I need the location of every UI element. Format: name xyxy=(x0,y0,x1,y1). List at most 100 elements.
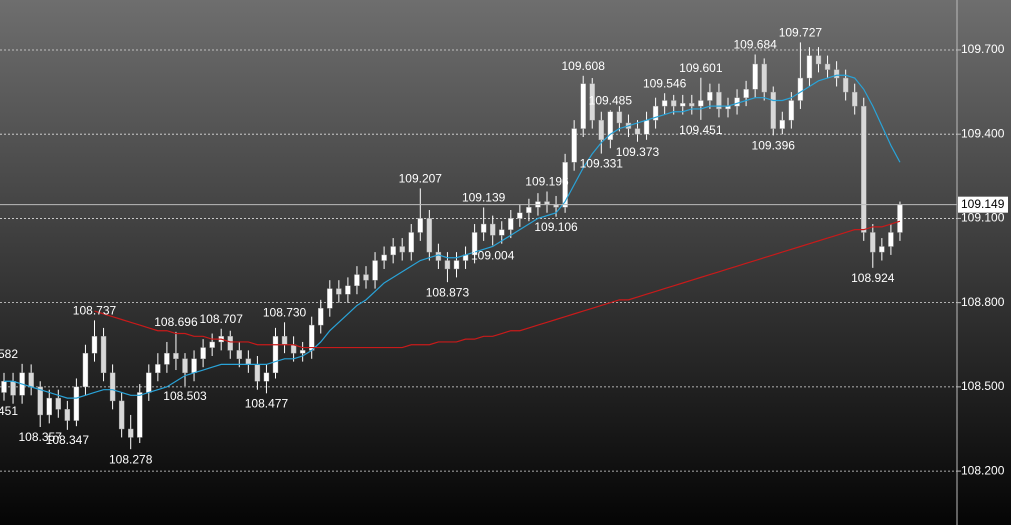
candle-body xyxy=(634,128,641,135)
candle-body xyxy=(245,358,252,365)
candle-body xyxy=(888,232,894,247)
candle-body xyxy=(661,100,668,107)
candle-body xyxy=(281,336,288,345)
candle-body xyxy=(155,364,161,374)
candle-body xyxy=(707,91,713,101)
current-price-box xyxy=(958,196,1008,213)
candle-body xyxy=(137,392,143,438)
extreme-label: 109.004 xyxy=(471,249,515,263)
current-price-label: 109.149 xyxy=(961,197,1005,211)
candle-body xyxy=(209,341,215,348)
candle-body xyxy=(164,352,170,365)
candle-body xyxy=(200,347,206,359)
candle-body xyxy=(499,229,505,236)
candle-body xyxy=(309,324,315,351)
candle-body xyxy=(526,206,532,214)
candle-body xyxy=(1,381,7,393)
candle-body xyxy=(46,397,52,416)
extreme-label: 108.582 xyxy=(0,347,18,361)
candle-body xyxy=(643,119,650,135)
extreme-label: 109.331 xyxy=(580,157,624,171)
y-tick-label: 108.800 xyxy=(961,295,1005,309)
extreme-label: 109.727 xyxy=(779,26,823,40)
extreme-label: 109.546 xyxy=(643,76,687,90)
candle-body xyxy=(652,105,659,121)
extreme-label: 109.106 xyxy=(534,220,578,234)
y-tick-label: 108.200 xyxy=(961,463,1005,477)
candle-body xyxy=(879,246,885,253)
candle-body xyxy=(833,69,840,79)
candle-body xyxy=(607,111,614,141)
candle-body xyxy=(680,103,686,107)
candle-body xyxy=(815,55,822,65)
candle-body xyxy=(318,308,324,326)
candle-body xyxy=(689,103,695,107)
candle-body xyxy=(770,91,776,129)
candle-body xyxy=(146,372,152,393)
candle-body xyxy=(173,352,179,359)
extreme-label: 109.684 xyxy=(733,38,777,52)
extreme-label: 108.730 xyxy=(263,305,307,319)
candle-body xyxy=(372,260,378,281)
extreme-label: 109.196 xyxy=(525,175,569,189)
candle-body xyxy=(698,100,704,107)
candle-body xyxy=(852,91,858,107)
candle-body xyxy=(589,83,595,121)
extreme-label: 108.503 xyxy=(163,389,207,403)
candle-body xyxy=(10,381,16,396)
candle-body xyxy=(842,77,849,93)
candle-body xyxy=(671,100,677,107)
extreme-label: 109.608 xyxy=(562,59,606,73)
candle-body xyxy=(327,288,333,309)
candle-body xyxy=(417,218,423,233)
candle-body xyxy=(716,91,722,110)
extreme-label: 109.207 xyxy=(399,172,443,186)
y-tick-label: 108.500 xyxy=(961,379,1005,393)
candle-body xyxy=(897,204,903,233)
candle-body xyxy=(788,100,795,121)
y-tick-label: 109.100 xyxy=(961,211,1005,225)
y-tick-label: 109.700 xyxy=(961,42,1005,56)
extreme-label: 108.278 xyxy=(109,452,153,466)
moving-average xyxy=(94,220,901,349)
extreme-label: 108.873 xyxy=(426,285,470,299)
candle-body xyxy=(354,274,360,287)
extreme-label: 108.477 xyxy=(245,397,289,411)
extreme-label: 108.451 xyxy=(0,404,18,418)
candle-body xyxy=(381,254,387,261)
candle-body xyxy=(299,350,306,354)
candle-body xyxy=(363,274,369,281)
candle-body xyxy=(272,336,279,374)
extreme-label: 109.139 xyxy=(462,191,506,205)
candle-body xyxy=(55,397,61,410)
candle-body xyxy=(571,128,577,163)
candle-body xyxy=(471,232,478,256)
candle-body xyxy=(752,63,758,90)
candle-body xyxy=(127,428,134,438)
candle-body xyxy=(806,55,813,79)
candle-body xyxy=(191,358,197,374)
extreme-label: 109.485 xyxy=(589,94,633,108)
candle-body xyxy=(562,162,568,208)
candle-body xyxy=(544,201,550,205)
candle-body xyxy=(118,400,125,430)
extreme-label: 108.924 xyxy=(851,271,895,285)
candle-body xyxy=(399,246,405,253)
extreme-label: 109.396 xyxy=(752,138,796,152)
candle-body xyxy=(861,105,867,233)
candle-body xyxy=(109,372,116,402)
y-tick-label: 109.400 xyxy=(961,126,1005,140)
extreme-label: 109.601 xyxy=(679,61,723,75)
candle-body xyxy=(100,336,107,374)
candle-body xyxy=(490,223,496,236)
candle-body xyxy=(408,232,414,253)
candle-body xyxy=(761,63,767,93)
candle-body xyxy=(236,350,243,359)
candle-body xyxy=(182,358,188,374)
candle-body xyxy=(616,111,623,124)
candle-body xyxy=(743,89,749,98)
candle-body xyxy=(390,246,396,256)
candle-body xyxy=(336,288,342,295)
